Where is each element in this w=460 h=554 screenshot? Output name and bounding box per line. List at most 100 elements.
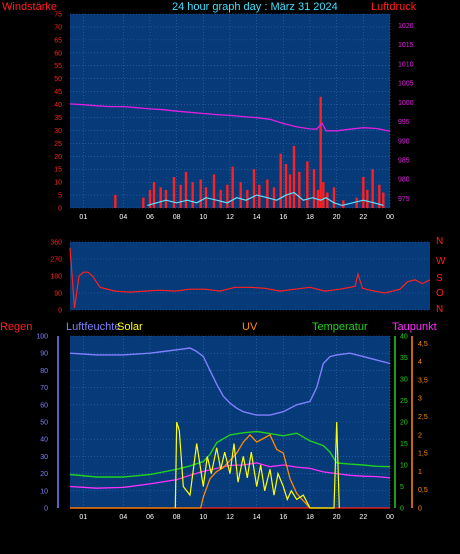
x-tick-label-7: 16 [279,214,287,221]
rain-label: Regen [0,321,32,333]
gust-bar [378,184,381,208]
gust-bar [319,96,322,208]
humidity-line [69,347,391,416]
humidity-tick-label-9: 90 [40,351,48,358]
temperature-tick-label-4: 20 [400,420,408,427]
climate-x-tick-10: 22 [359,514,367,521]
gust-bar [292,145,296,208]
chart-title: 24 hour graph day : März 31 2024 [172,1,338,13]
wind-tick-label-4: 20 [54,154,62,161]
x-tick-label-0: 01 [79,214,87,221]
pressure-tick-label-4: 995 [398,119,410,126]
wind-tick-label-1: 5 [58,193,62,200]
gust-bar [332,187,336,208]
wind-tick-label-3: 15 [54,167,62,174]
climate-panel: 01 04 06 08 10 12 14 16 18 20 22 000102030405060708… [0,321,437,521]
gust-bar [252,169,256,208]
uv-tick-label-9: 4,5 [418,341,428,348]
pressure-axis-label: Luftdruck [371,1,417,13]
gust-bar [312,169,316,208]
uv-tick-label-1: 0,5 [418,487,428,494]
pressure-tick-label-9: 1020 [398,23,414,30]
climate-x-tick-2: 06 [146,514,154,521]
temperature-tick-label-0: 0 [400,506,404,513]
gust-bar [164,189,168,208]
compass-label-1: W [436,256,446,267]
dewpoint-line [69,462,391,489]
x-tick-label-8: 18 [306,214,314,221]
gust-bar [382,192,385,208]
climate-x-tick-8: 18 [306,514,314,521]
pressure-tick-label-2: 985 [398,157,410,164]
uv-tick-label-0: 0 [418,506,422,513]
solar-label: Solar [117,321,143,333]
wind-line [147,191,384,207]
wind-tick-label-10: 50 [54,76,62,83]
x-tick-label-2: 06 [146,214,154,221]
gust-bar [366,189,369,208]
dewpoint-label: Taupunkt [392,321,437,333]
pressure-tick-label-3: 990 [398,138,410,145]
humidity-tick-label-0: 0 [44,506,48,513]
gust-bar [231,166,234,208]
x-tick-label-4: 10 [199,214,207,221]
wind-pressure-panel: 01 04 06 08 10 12 14 16 18 20 22 000510152025303540… [2,1,417,221]
direction-tick-label-2: 180 [50,274,62,281]
gust-bar [226,184,229,208]
temperature-line [69,430,391,478]
temperature-tick-label-8: 40 [400,334,408,341]
humidity-tick-label-10: 100 [36,334,48,341]
pressure-tick-label-0: 975 [398,196,410,203]
humidity-tick-label-6: 60 [40,402,48,409]
uv-line [70,433,311,509]
uv-tick-label-8: 4 [418,359,422,366]
uv-tick-label-3: 1,5 [418,451,428,458]
x-tick-label-11: 00 [386,214,394,221]
gust-bar [179,184,182,208]
temperature-tick-label-5: 25 [400,398,408,405]
wind-tick-label-9: 45 [54,89,62,96]
climate-x-tick-0: 01 [79,514,87,521]
gust-bar [212,174,216,208]
climate-x-tick-1: 04 [119,514,127,521]
wind-tick-label-12: 60 [54,50,62,57]
x-tick-label-6: 14 [253,214,261,221]
wind-tick-label-5: 25 [54,141,62,148]
gust-bar [148,189,152,208]
wind-tick-label-7: 35 [54,115,62,122]
gust-bar [284,164,288,208]
temperature-tick-label-1: 5 [400,484,404,491]
wind-tick-label-11: 55 [54,63,62,70]
compass-label-0: N [436,236,443,247]
direction-line [69,247,431,309]
humidity-tick-label-7: 70 [40,385,48,392]
wind-tick-label-15: 75 [54,12,62,19]
x-tick-label-10: 22 [359,214,367,221]
uv-tick-label-4: 2 [418,432,422,439]
wind-tick-label-14: 70 [54,24,62,31]
climate-x-tick-6: 14 [253,514,261,521]
humidity-tick-label-1: 10 [40,488,48,495]
humidity-tick-label-2: 20 [40,471,48,478]
climate-x-tick-3: 08 [173,514,181,521]
pressure-tick-label-5: 1000 [398,100,414,107]
compass-label-3: O [436,288,444,299]
climate-x-tick-11: 00 [386,514,394,521]
gust-bar [159,187,162,208]
x-tick-label-1: 04 [119,214,127,221]
x-tick-label-9: 20 [333,214,341,221]
x-tick-label-3: 08 [173,214,181,221]
compass-label-4: N [436,304,443,315]
gust-bar [219,189,222,208]
uv-label: UV [242,321,258,333]
direction-tick-label-1: 90 [54,291,62,298]
uv-tick-label-6: 3 [418,396,422,403]
gust-bar [199,179,202,208]
uv-tick-label-2: 1 [418,469,422,476]
climate-x-tick-5: 12 [226,514,234,521]
gust-bar [272,187,276,208]
humidity-tick-label-3: 30 [40,454,48,461]
